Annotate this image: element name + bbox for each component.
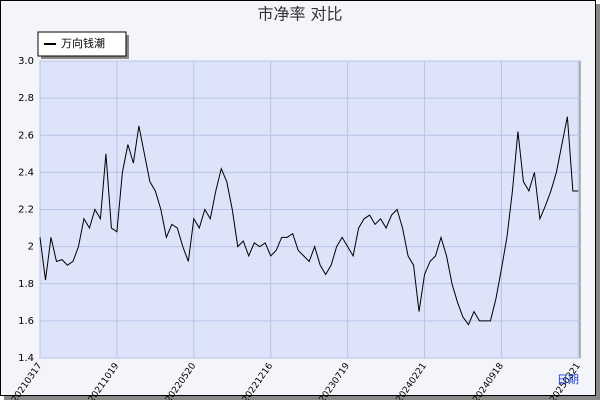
y-tick-label: 2.6 xyxy=(18,130,34,141)
y-tick-label: 2.2 xyxy=(18,205,34,216)
chart-title: 市净率 对比 xyxy=(257,5,342,24)
y-tick-label: 2.8 xyxy=(18,93,34,104)
x-axis-label: 日期 xyxy=(557,373,579,386)
y-tick-label: 2.4 xyxy=(18,167,34,178)
legend-label: 万向钱潮 xyxy=(61,36,105,50)
frame-shadow xyxy=(596,4,600,400)
y-tick-label: 1.4 xyxy=(18,353,34,364)
y-tick-label: 3.0 xyxy=(18,56,34,67)
frame-shadow xyxy=(4,396,600,400)
y-tick-label: 1.6 xyxy=(18,316,34,327)
line xyxy=(39,116,579,326)
y-tick-label: 1.8 xyxy=(18,279,34,290)
y-tick-label: 2 xyxy=(28,242,34,253)
